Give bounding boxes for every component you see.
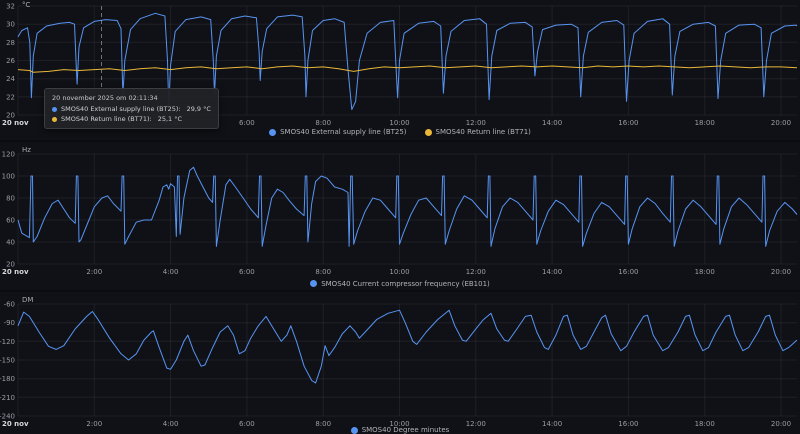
y-axis-tick-label: 28 bbox=[6, 39, 15, 47]
x-axis-tick-label: 16:00 bbox=[618, 268, 638, 276]
x-axis-tick-label: 14:00 bbox=[542, 268, 562, 276]
x-axis-tick-label: 12:00 bbox=[466, 268, 486, 276]
x-axis-tick-label: 2:00 bbox=[86, 268, 102, 276]
legend-series-dot bbox=[350, 426, 358, 434]
y-axis-tick-label: 32 bbox=[6, 3, 15, 11]
legend-series-label: SMOS40 Return line (BT71) bbox=[435, 128, 531, 136]
series-color-dot bbox=[52, 116, 57, 122]
y-axis-tick-label: -60 bbox=[4, 301, 15, 309]
x-axis-tick-label: 4:00 bbox=[163, 420, 179, 428]
legend: SMOS40 External supply line (BT25) SMOS40… bbox=[0, 128, 800, 136]
y-axis-tick-label: 60 bbox=[6, 216, 15, 224]
panel-compressor-frequency[interactable]: Hz 120 100 80 60 40 20 20 nov 2:00 4:00 6:00 8:00 1… bbox=[0, 141, 800, 291]
x-axis-tick-label: 12:00 bbox=[466, 420, 486, 428]
y-axis-unit-label: DM bbox=[22, 296, 34, 305]
legend-series-dot bbox=[269, 128, 277, 136]
legend-item[interactable]: SMOS40 External supply line (BT25) bbox=[269, 128, 407, 136]
y-axis-tick-label: -180 bbox=[0, 376, 15, 384]
y-axis-tick-label: -210 bbox=[0, 394, 15, 402]
legend-item[interactable]: SMOS40 Current compressor frequency (EB1… bbox=[310, 280, 490, 288]
y-axis-tick-label: -90 bbox=[4, 320, 15, 328]
x-axis-tick-label: 18:00 bbox=[695, 119, 715, 127]
y-axis-tick-label: 120 bbox=[2, 150, 15, 158]
x-axis-tick-label: 20:00 bbox=[771, 119, 791, 127]
legend-series-dot bbox=[310, 280, 318, 288]
x-axis-tick-label: 4:00 bbox=[163, 268, 179, 276]
tooltip-series-value: 25,1 °C bbox=[157, 115, 183, 124]
y-axis-tick-label: 20 bbox=[6, 260, 15, 268]
panel-degree-minutes[interactable]: DM -60 -90 -120 -150 -180 -210 -240 20 nov 2:00 4… bbox=[0, 292, 800, 434]
x-axis-tick-label: 20 nov bbox=[2, 119, 29, 127]
tooltip-series-row: SMOS40 External supply line (BT25): 29,9… bbox=[52, 104, 211, 114]
legend-series-label: SMOS40 Degree minutes bbox=[361, 426, 450, 434]
y-axis-tick-label: -240 bbox=[0, 413, 15, 421]
legend-item[interactable]: SMOS40 Degree minutes bbox=[350, 426, 450, 434]
x-axis-tick-label: 20 nov bbox=[2, 420, 29, 428]
legend-series-dot bbox=[424, 128, 432, 136]
x-axis-tick-label: 20 nov bbox=[2, 268, 29, 276]
x-axis-tick-label: 6:00 bbox=[239, 119, 255, 127]
series-color-dot bbox=[52, 106, 57, 112]
x-axis-tick-label: 14:00 bbox=[542, 119, 562, 127]
y-axis-tick-label: 24 bbox=[6, 75, 15, 83]
y-axis-tick-label: 80 bbox=[6, 194, 15, 202]
legend: SMOS40 Current compressor frequency (EB1… bbox=[0, 280, 800, 288]
tooltip-series-row: SMOS40 Return line (BT71): 25,1 °C bbox=[52, 114, 211, 124]
tooltip-series-label: SMOS40 External supply line (BT25): bbox=[61, 105, 181, 114]
x-axis-tick-label: 8:00 bbox=[315, 119, 331, 127]
x-axis-tick-label: 8:00 bbox=[315, 420, 331, 428]
tooltip-series-value: 29,9 °C bbox=[186, 105, 211, 114]
x-axis-tick-label: 16:00 bbox=[618, 119, 638, 127]
x-axis-tick-label: 6:00 bbox=[239, 268, 255, 276]
x-axis-tick-label: 6:00 bbox=[239, 420, 255, 428]
x-axis-tick-label: 2:00 bbox=[86, 420, 102, 428]
y-axis-tick-label: 26 bbox=[6, 57, 15, 65]
series-line bbox=[17, 310, 798, 384]
legend-series-label: SMOS40 External supply line (BT25) bbox=[280, 128, 407, 136]
legend: SMOS40 Degree minutes bbox=[0, 426, 800, 434]
series-line bbox=[17, 166, 798, 247]
x-axis-tick-label: 10:00 bbox=[389, 268, 409, 276]
x-axis-tick-label: 16:00 bbox=[618, 420, 638, 428]
x-axis-tick-label: 12:00 bbox=[466, 119, 486, 127]
series-line bbox=[17, 65, 798, 73]
y-axis-tick-label: 20 bbox=[6, 112, 15, 120]
tooltip-series-label: SMOS40 Return line (BT71): bbox=[61, 115, 152, 124]
y-axis-tick-label: 100 bbox=[2, 172, 15, 180]
hover-tooltip: 20 november 2025 om 02:11:34 SMOS40 Exte… bbox=[44, 88, 219, 130]
y-axis-tick-label: -150 bbox=[0, 357, 15, 365]
x-axis-tick-label: 18:00 bbox=[695, 268, 715, 276]
x-axis-tick-label: 10:00 bbox=[389, 420, 409, 428]
tooltip-timestamp: 20 november 2025 om 02:11:34 bbox=[52, 94, 158, 102]
x-axis-tick-label: 14:00 bbox=[542, 420, 562, 428]
x-axis-tick-label: 20:00 bbox=[771, 268, 791, 276]
x-axis-tick-label: 10:00 bbox=[389, 119, 409, 127]
y-axis-tick-label: 22 bbox=[6, 93, 15, 101]
y-axis-tick-label: -120 bbox=[0, 338, 15, 346]
x-axis-tick-label: 20:00 bbox=[771, 420, 791, 428]
y-axis-tick-label: 40 bbox=[6, 238, 15, 246]
y-axis-unit-label: Hz bbox=[22, 145, 31, 154]
x-axis-tick-label: 8:00 bbox=[315, 268, 331, 276]
y-axis-unit-label: °C bbox=[22, 1, 31, 9]
y-axis-tick-label: 30 bbox=[6, 21, 15, 29]
legend-item[interactable]: SMOS40 Return line (BT71) bbox=[424, 128, 531, 136]
legend-series-label: SMOS40 Current compressor frequency (EB1… bbox=[321, 279, 490, 288]
x-axis-tick-label: 18:00 bbox=[695, 420, 715, 428]
